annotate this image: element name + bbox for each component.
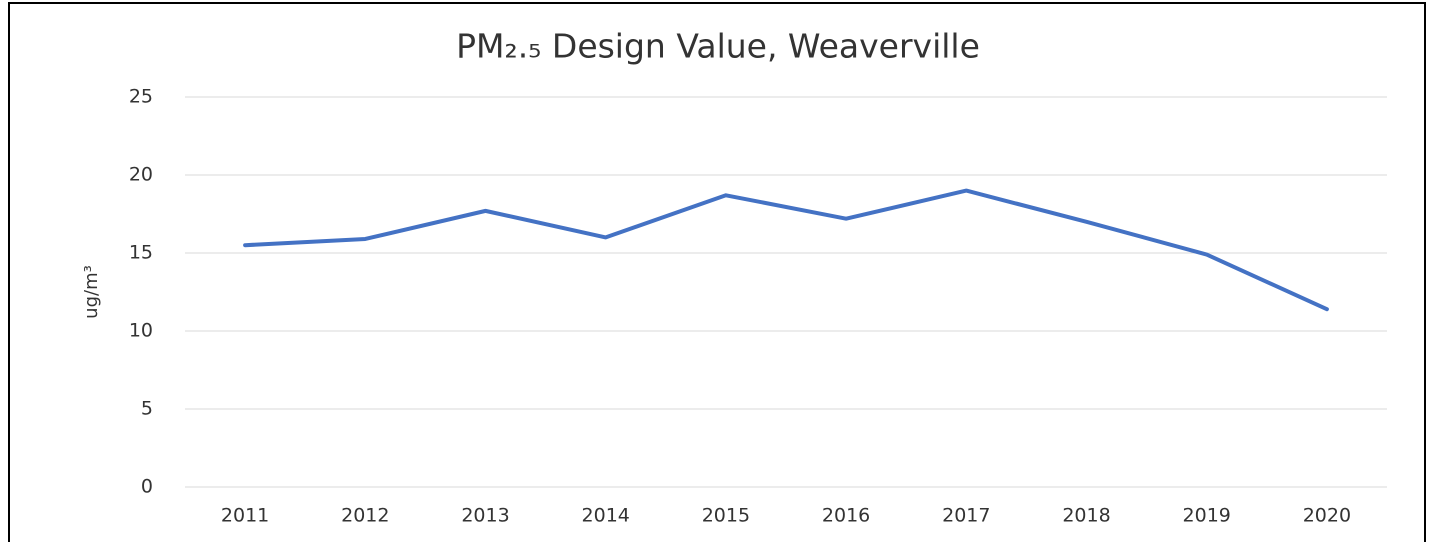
data-line bbox=[243, 188, 1329, 312]
x-tick-label: 2012 bbox=[341, 505, 389, 527]
y-tick-label: 10 bbox=[129, 320, 153, 342]
x-tick-label: 2014 bbox=[582, 505, 630, 527]
x-tick-label: 2018 bbox=[1062, 505, 1110, 527]
y-tick-label: 5 bbox=[141, 398, 153, 420]
x-tick-label: 2016 bbox=[822, 505, 870, 527]
y-axis-label: ug/m³ bbox=[81, 265, 102, 319]
x-tick-label: 2015 bbox=[702, 505, 750, 527]
x-tick-label: 2019 bbox=[1183, 505, 1231, 527]
x-tick-label: 2011 bbox=[221, 505, 269, 527]
x-tick-label: 2020 bbox=[1303, 505, 1351, 527]
y-tick-label: 15 bbox=[129, 242, 153, 264]
y-tick-label: 25 bbox=[129, 86, 153, 108]
y-tick-label: 0 bbox=[141, 476, 153, 498]
x-tick-label: 2017 bbox=[942, 505, 990, 527]
y-tick-label: 20 bbox=[129, 164, 153, 186]
chart-frame bbox=[8, 2, 1426, 542]
x-tick-label: 2013 bbox=[461, 505, 509, 527]
chart-title: PM₂.₅ Design Value, Weaverville bbox=[456, 27, 980, 66]
